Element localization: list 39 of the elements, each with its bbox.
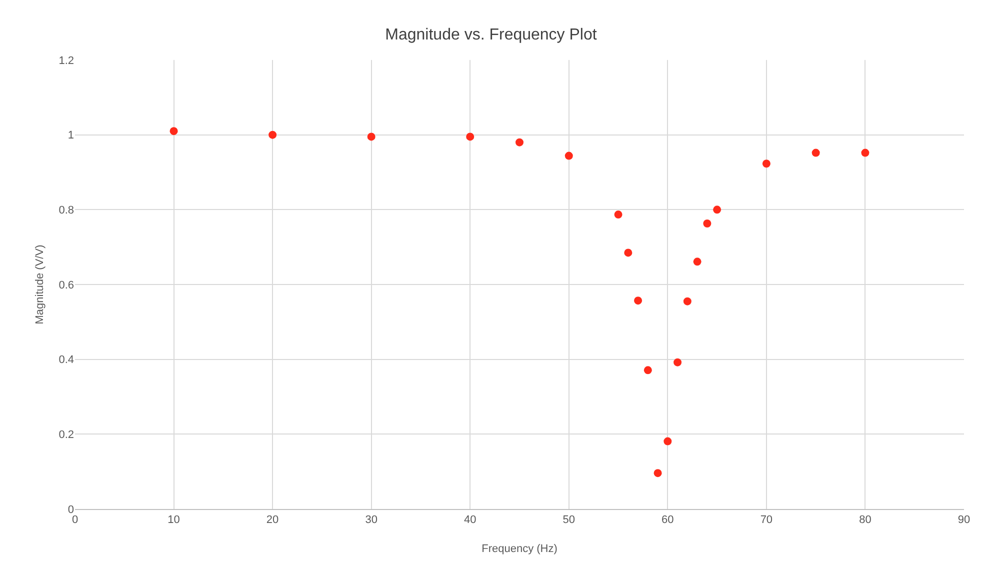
y-tick-label: 0.4 bbox=[58, 354, 74, 366]
x-tick-label: 20 bbox=[266, 514, 279, 526]
chart-title: Magnitude vs. Frequency Plot bbox=[385, 26, 598, 44]
point bbox=[703, 220, 712, 228]
point bbox=[268, 130, 277, 139]
point bbox=[634, 296, 642, 305]
point bbox=[614, 210, 622, 219]
x-tick-label: 80 bbox=[859, 514, 872, 526]
point bbox=[624, 248, 632, 257]
y-tick-label: 0.2 bbox=[58, 429, 74, 442]
point bbox=[564, 152, 573, 160]
x-tick-label: 60 bbox=[662, 514, 674, 526]
point bbox=[654, 469, 662, 478]
point bbox=[812, 148, 820, 157]
y-tick-label: 1 bbox=[68, 130, 74, 142]
y-tick-label: 0.6 bbox=[58, 279, 74, 292]
x-tick-label: 70 bbox=[760, 514, 773, 526]
point bbox=[861, 148, 870, 157]
y-tick-label: 1.2 bbox=[58, 54, 74, 67]
x-tick-label: 40 bbox=[464, 514, 476, 526]
point bbox=[170, 127, 178, 136]
x-tick-label: 50 bbox=[562, 514, 576, 526]
y-axis-title: Magnitude (V/V) bbox=[34, 244, 46, 324]
x-tick-label: 90 bbox=[958, 514, 970, 526]
point bbox=[762, 160, 770, 168]
point bbox=[713, 206, 722, 214]
point bbox=[516, 138, 524, 146]
point bbox=[683, 297, 692, 306]
y-tick-label: 0.8 bbox=[58, 204, 74, 217]
point bbox=[367, 132, 376, 141]
point bbox=[664, 437, 672, 446]
point bbox=[693, 258, 702, 266]
point bbox=[466, 132, 474, 141]
x-tick-label: 30 bbox=[365, 514, 378, 526]
y-tick-label: 0 bbox=[68, 504, 74, 516]
point bbox=[674, 358, 682, 366]
point bbox=[644, 366, 652, 374]
x-tick-label: 10 bbox=[168, 514, 180, 526]
x-axis-title: Frequency (Hz) bbox=[482, 543, 558, 555]
